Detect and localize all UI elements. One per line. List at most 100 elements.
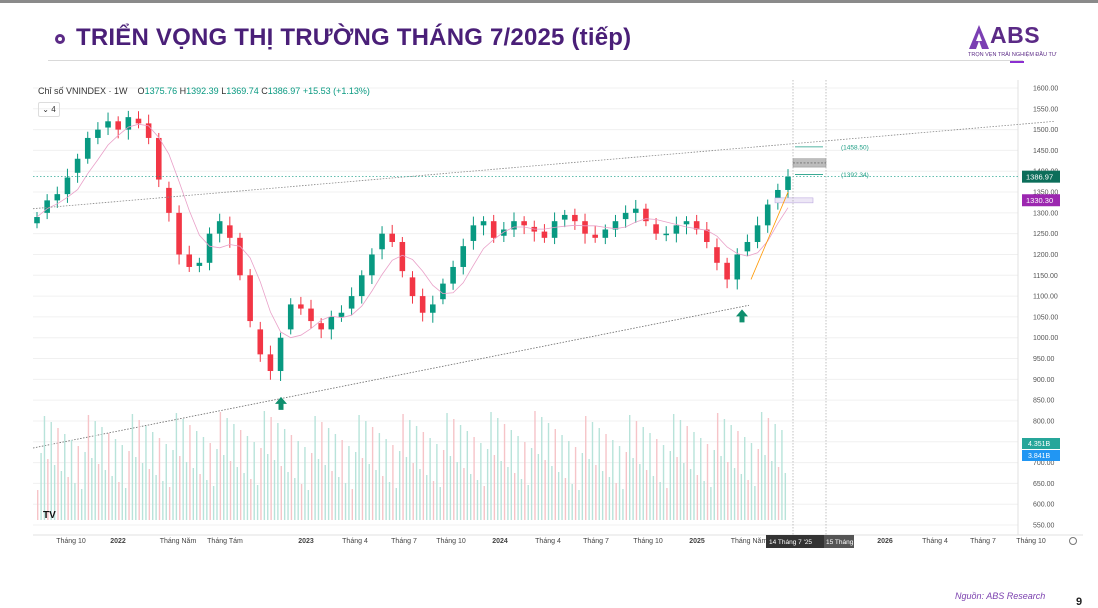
x-tick-label: 2024 (492, 538, 508, 545)
source-note: Nguồn: ABS Research (955, 591, 1046, 601)
volume-bar (463, 468, 465, 520)
candle (247, 275, 253, 322)
volume-bar (70, 440, 73, 520)
x-tick-label: Tháng 10 (1016, 538, 1046, 545)
volume-bar (456, 462, 458, 520)
y-tick-label: 650.00 (1033, 481, 1055, 488)
chart-area[interactable]: 1600.001550.001500.001450.001400.001350.… (32, 80, 1083, 550)
close-price-badge (1022, 170, 1060, 183)
volume-bar (436, 444, 438, 520)
volume-bar (354, 452, 357, 520)
volume-bar (395, 488, 397, 520)
tradingview-logo: TV (43, 510, 56, 521)
volume-bar (781, 430, 783, 520)
volume-bar (669, 451, 671, 520)
volume-bar (104, 470, 107, 520)
volume-bar (652, 476, 655, 520)
volume-bar (683, 463, 685, 520)
legend-close: 1386.97 (267, 86, 301, 96)
x-tick-label: Tháng 7 (391, 538, 417, 545)
volume-badge-2 (1022, 450, 1060, 461)
volume-bar (277, 423, 279, 520)
candle (643, 208, 649, 222)
volume-bar (131, 414, 134, 520)
marker-box (774, 197, 814, 204)
volume-bar (510, 430, 513, 520)
volume-bar (371, 427, 374, 520)
volume-bar (111, 476, 113, 520)
candle (298, 304, 304, 309)
volume-bar (679, 420, 682, 520)
volume-bar (57, 428, 59, 520)
channel-upper-line (32, 120, 1056, 210)
volume-bar (710, 487, 712, 520)
volume-bar (720, 456, 722, 520)
volume-bar (689, 469, 692, 520)
y-tick-label: 700.00 (1033, 460, 1055, 467)
up-arrow-icon (736, 309, 748, 323)
y-tick-label: 1550.00 (1033, 106, 1058, 113)
volume-bar (199, 474, 201, 520)
volume-bar (270, 417, 272, 520)
volume-bar (223, 455, 225, 520)
volume-bar (632, 458, 634, 520)
candle (44, 200, 50, 213)
volume-bar (331, 471, 333, 520)
volume-bar (94, 421, 96, 520)
y-tick-label: 1000.00 (1033, 335, 1058, 342)
volume-bar (591, 422, 594, 520)
volume-bar (493, 455, 496, 520)
volume-bar (60, 471, 63, 520)
candlestick-chart[interactable]: 1600.001550.001500.001450.001400.001350.… (32, 80, 1083, 550)
volume-bar (216, 449, 218, 520)
candle (216, 221, 223, 234)
volume-bar (195, 431, 198, 520)
volume-bar (361, 458, 364, 520)
candle (785, 176, 791, 190)
candle (369, 254, 375, 276)
volume-bar (629, 415, 631, 520)
candle (582, 221, 588, 234)
volume-bar (466, 431, 469, 520)
volume-bar (605, 434, 607, 520)
candle (95, 129, 101, 138)
volume-bar (182, 419, 184, 520)
legend-symbol: Chỉ số VNINDEX · 1W (38, 86, 128, 96)
volume-bar (118, 482, 120, 520)
volume-bar (429, 438, 431, 520)
indicator-count-toggle[interactable]: ⌄ 4 (38, 102, 60, 117)
x-tick-label: Tháng 4 (922, 538, 948, 545)
volume-bar (260, 448, 262, 520)
y-tick-label: 1150.00 (1033, 273, 1058, 280)
candle (196, 262, 203, 266)
volume-bar (639, 464, 641, 520)
volume-bar (730, 425, 732, 520)
volume-bar (280, 466, 282, 520)
candle (561, 214, 568, 220)
candle (237, 237, 243, 276)
volume-bar (686, 426, 688, 520)
y-tick-label: 1300.00 (1033, 210, 1058, 217)
volume-bar (601, 471, 604, 520)
volume-bar (470, 474, 472, 520)
legend-close-label: C (261, 86, 268, 96)
candle (206, 233, 213, 263)
volume-bar (767, 418, 770, 520)
volume-bar (473, 437, 475, 520)
volume-bar (405, 457, 408, 520)
volume-bar (527, 485, 529, 520)
volume-bar (226, 418, 228, 520)
volume-bar (378, 433, 381, 520)
volume-bar (480, 443, 482, 520)
volume-bar (486, 449, 489, 520)
candle (653, 224, 659, 234)
volume-bar (635, 421, 638, 520)
candle (602, 229, 609, 238)
candle (227, 225, 233, 238)
volume-bar (192, 468, 195, 520)
volume-bar (426, 475, 428, 520)
volume-bar (365, 421, 367, 520)
volume-bar (283, 429, 286, 520)
volume-bar (771, 461, 773, 520)
volume-bar (243, 473, 245, 520)
